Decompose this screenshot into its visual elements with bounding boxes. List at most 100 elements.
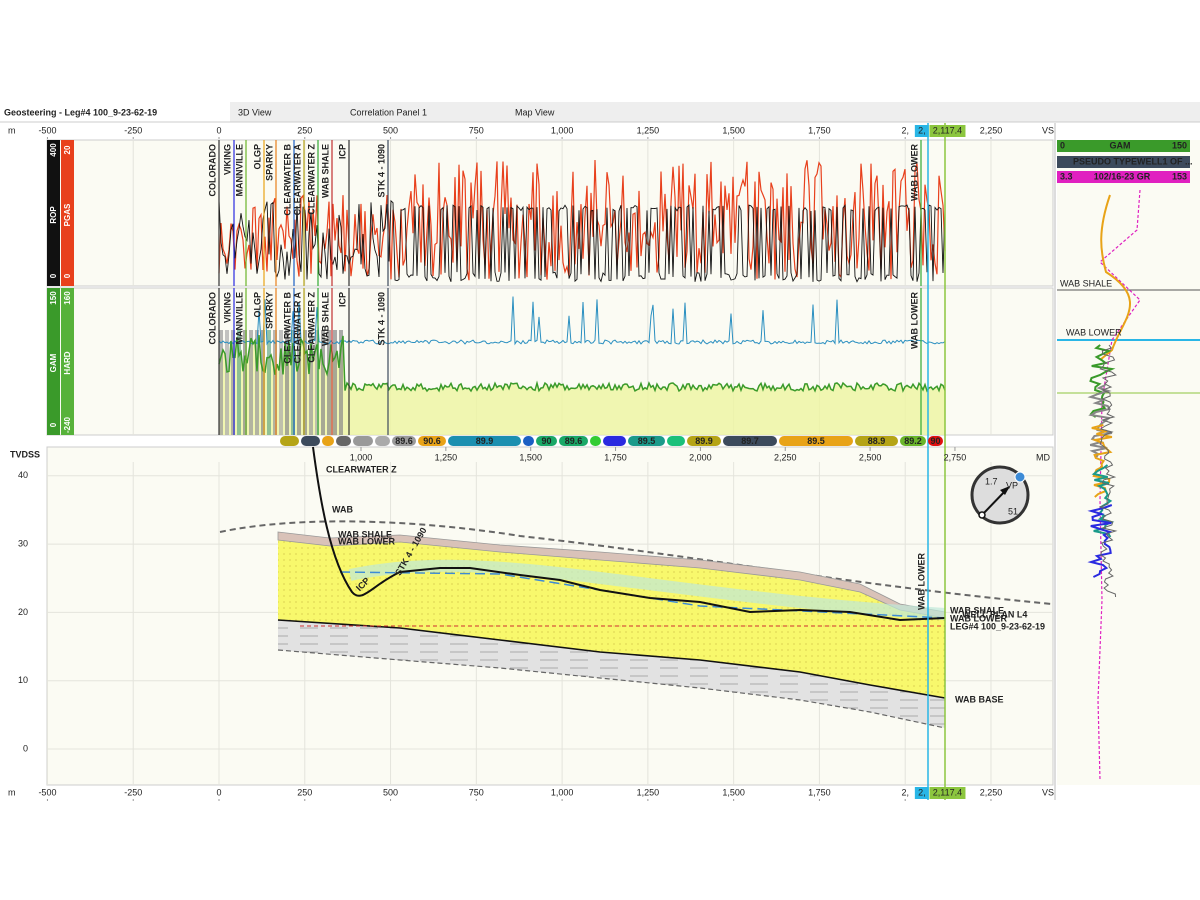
vs-tick-label: 1,250 [637,787,660,797]
dip-segment [536,436,557,446]
md-tick-label: 2,500 [859,452,882,462]
close-button[interactable] [1014,471,1026,483]
vs-tick-label: -250 [124,787,142,797]
dip-label: 89.9 [476,436,494,446]
formation-top-label: WAB LOWER [909,144,919,201]
curve-max: 20 [63,145,72,154]
formation-top-label: MANNVILLE [234,144,244,197]
log-band [267,330,271,435]
cursor-box [929,787,966,799]
curve-name: ROP [49,206,58,224]
curve-name: GAM [49,353,58,372]
cursor-box [929,125,966,137]
gr-min: 3.3 [1060,171,1073,181]
log-band [225,330,229,435]
section-label: LEG#4 100_9-23-62-19 [950,621,1045,631]
log-band [237,330,241,435]
formation-top-label: CLEARWATER A [292,144,302,216]
dip-segment [590,436,601,446]
vs-tick-label: 2, [901,787,909,797]
active-tab[interactable] [0,102,230,122]
vs-tick-label: 1,750 [808,787,831,797]
axis-unit: m [8,125,16,135]
log-band [219,330,223,435]
gam-header [1057,140,1190,152]
gr-name: 102/16-23 GR [1094,171,1151,181]
dip-segment [322,436,334,446]
tab-label[interactable]: Geosteering - Leg#4 100_9-23-62-19 [4,107,157,117]
tvd-tick-label: 10 [18,675,28,685]
dip-label: 90.6 [423,436,441,446]
dip-label: 89.5 [807,436,825,446]
vs-tick-label: 1,500 [722,125,745,135]
dip-label: 89.6 [395,436,413,446]
curve-header [47,140,60,286]
top-label: WAB LOWER [1066,327,1122,337]
dip-segment [523,436,534,446]
dip-segment [301,436,320,446]
horizon-line [277,619,946,699]
formation-top-label: COLORADO [207,144,217,197]
md-tick-label: 1,000 [350,452,373,462]
gam-min: 0 [1060,140,1065,150]
curve-max: 400 [49,143,58,157]
cursor-label: 2, [918,787,926,797]
dip-segment [667,436,685,446]
formation-top-label: CLEARWATER B [282,144,292,216]
dip-segment [392,436,416,446]
formation-top-label: CLEARWATER A [292,292,302,364]
dip-label: 89.7 [741,436,759,446]
md-tick-label: 2,000 [689,452,712,462]
tab-label[interactable]: Map View [515,107,555,117]
curve-header [61,288,74,435]
typewell-trace [1091,464,1115,538]
vs-tick-label: 1,000 [551,787,574,797]
cursor-box [914,125,929,137]
gam-curve [1099,194,1131,361]
dip-segment [779,436,853,446]
md-tick-label: 1,750 [604,452,627,462]
vs-tick-label: 1,250 [637,125,660,135]
log-band [333,330,337,435]
formation-top-label: VIKING [222,144,232,175]
formation-top-label: ICP [337,144,347,159]
tab-label[interactable]: Correlation Panel 1 [350,107,427,117]
cursor-label: 2,117.4 [933,125,962,135]
formation-top-label: STK 4 - 1090 [376,144,386,198]
dip-segment [900,436,926,446]
vs-tick-label: 0 [216,125,221,135]
section-label: WAB BASE [955,694,1004,704]
log-band [261,330,265,435]
vs-tick-label: 1,500 [722,787,745,797]
typewell-header[interactable] [1057,156,1190,168]
formation-top-label: WAB SHALE [320,292,330,346]
vs-tick-label: 750 [469,787,484,797]
axis-end: VS [1042,125,1054,135]
formation-top-label: CLEARWATER Z [306,144,316,215]
log-band [243,330,247,435]
typewell-trace [1091,424,1113,498]
section-label: WAB SHALE [950,605,1004,615]
target-zone [278,540,945,698]
section-label: WAB LOWER [916,553,926,610]
dip-segment [855,436,898,446]
md-tick-label: 1,500 [519,452,542,462]
formation-top-label: CLEARWATER Z [306,292,316,363]
surface-projection [219,520,1053,605]
axis-end: VS [1042,787,1054,797]
formation-top-label: MANNVILLE [234,292,244,345]
cursor-label: 2,117.4 [933,787,962,797]
tab-label[interactable]: 3D View [238,107,272,117]
formation-top-label: WAB LOWER [909,292,919,349]
dip-label: 90 [930,436,940,446]
vs-tick-label: -250 [124,125,142,135]
dip-segment [603,436,626,446]
log-band [285,330,289,435]
curve-name: PGAS [63,203,72,226]
dip-segment [687,436,721,446]
formation-top-label: CLEARWATER B [282,292,292,364]
dip-segment [353,436,373,446]
md-tick-label: 1,250 [435,452,458,462]
dip-label: 88.9 [868,436,886,446]
tab-bar [0,102,1200,122]
